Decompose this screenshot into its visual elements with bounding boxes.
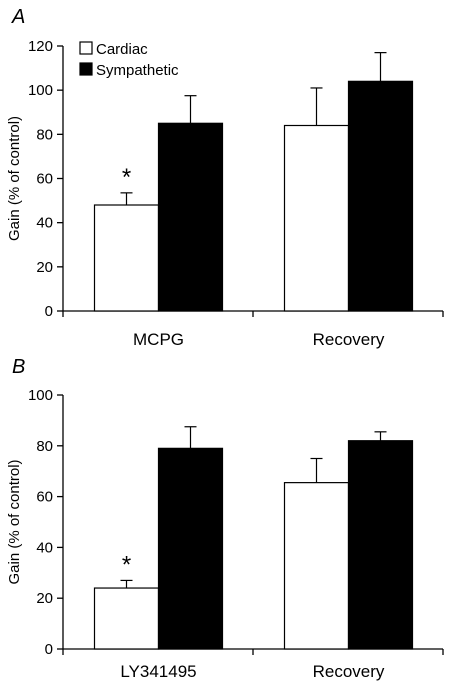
sympathetic-bar	[347, 440, 414, 650]
cardiac-bar	[283, 124, 350, 312]
y-tick-label: 0	[45, 303, 53, 320]
y-tick-label: 60	[36, 171, 53, 188]
panel-letter: A	[11, 6, 25, 28]
significance-marker: *	[122, 551, 131, 578]
y-tick-label: 20	[36, 590, 53, 607]
y-axis-label: Gain (% of control)	[6, 459, 23, 584]
legend-label: Cardiac	[96, 41, 148, 58]
cardiac-bar	[93, 587, 160, 650]
panel-b: B Gain (% of control) 0 20 40 60 80 100 LY341495…	[6, 356, 444, 681]
category-label: Recovery	[313, 330, 385, 349]
category-label: MCPG	[133, 330, 184, 349]
y-tick-label: 120	[28, 38, 53, 55]
sympathetic-bar	[347, 80, 414, 312]
category-label: Recovery	[313, 662, 385, 681]
legend-swatch	[79, 41, 93, 55]
cardiac-bar	[93, 204, 160, 312]
y-tick-label: 40	[36, 215, 53, 232]
sympathetic-bar	[157, 447, 224, 650]
significance-marker: *	[122, 164, 131, 191]
y-tick-label: 80	[36, 126, 53, 143]
y-tick-label: 40	[36, 539, 53, 556]
legend-swatch	[79, 62, 93, 76]
cardiac-bar	[283, 482, 350, 650]
y-tick-label: 60	[36, 489, 53, 506]
y-tick-label: 0	[45, 641, 53, 658]
y-tick-label: 20	[36, 259, 53, 276]
panel-letter: B	[12, 356, 25, 378]
legend-label: Sympathetic	[96, 62, 179, 79]
category-label: LY341495	[120, 662, 196, 681]
panel-a: A Gain (% of control) 0 20 40 60 80 100 120 MCPG R…	[6, 6, 444, 349]
y-tick-label: 100	[28, 387, 53, 404]
y-axis-label: Gain (% of control)	[6, 116, 23, 241]
sympathetic-bar	[157, 122, 224, 312]
y-tick-label: 100	[28, 82, 53, 99]
y-tick-label: 80	[36, 438, 53, 455]
